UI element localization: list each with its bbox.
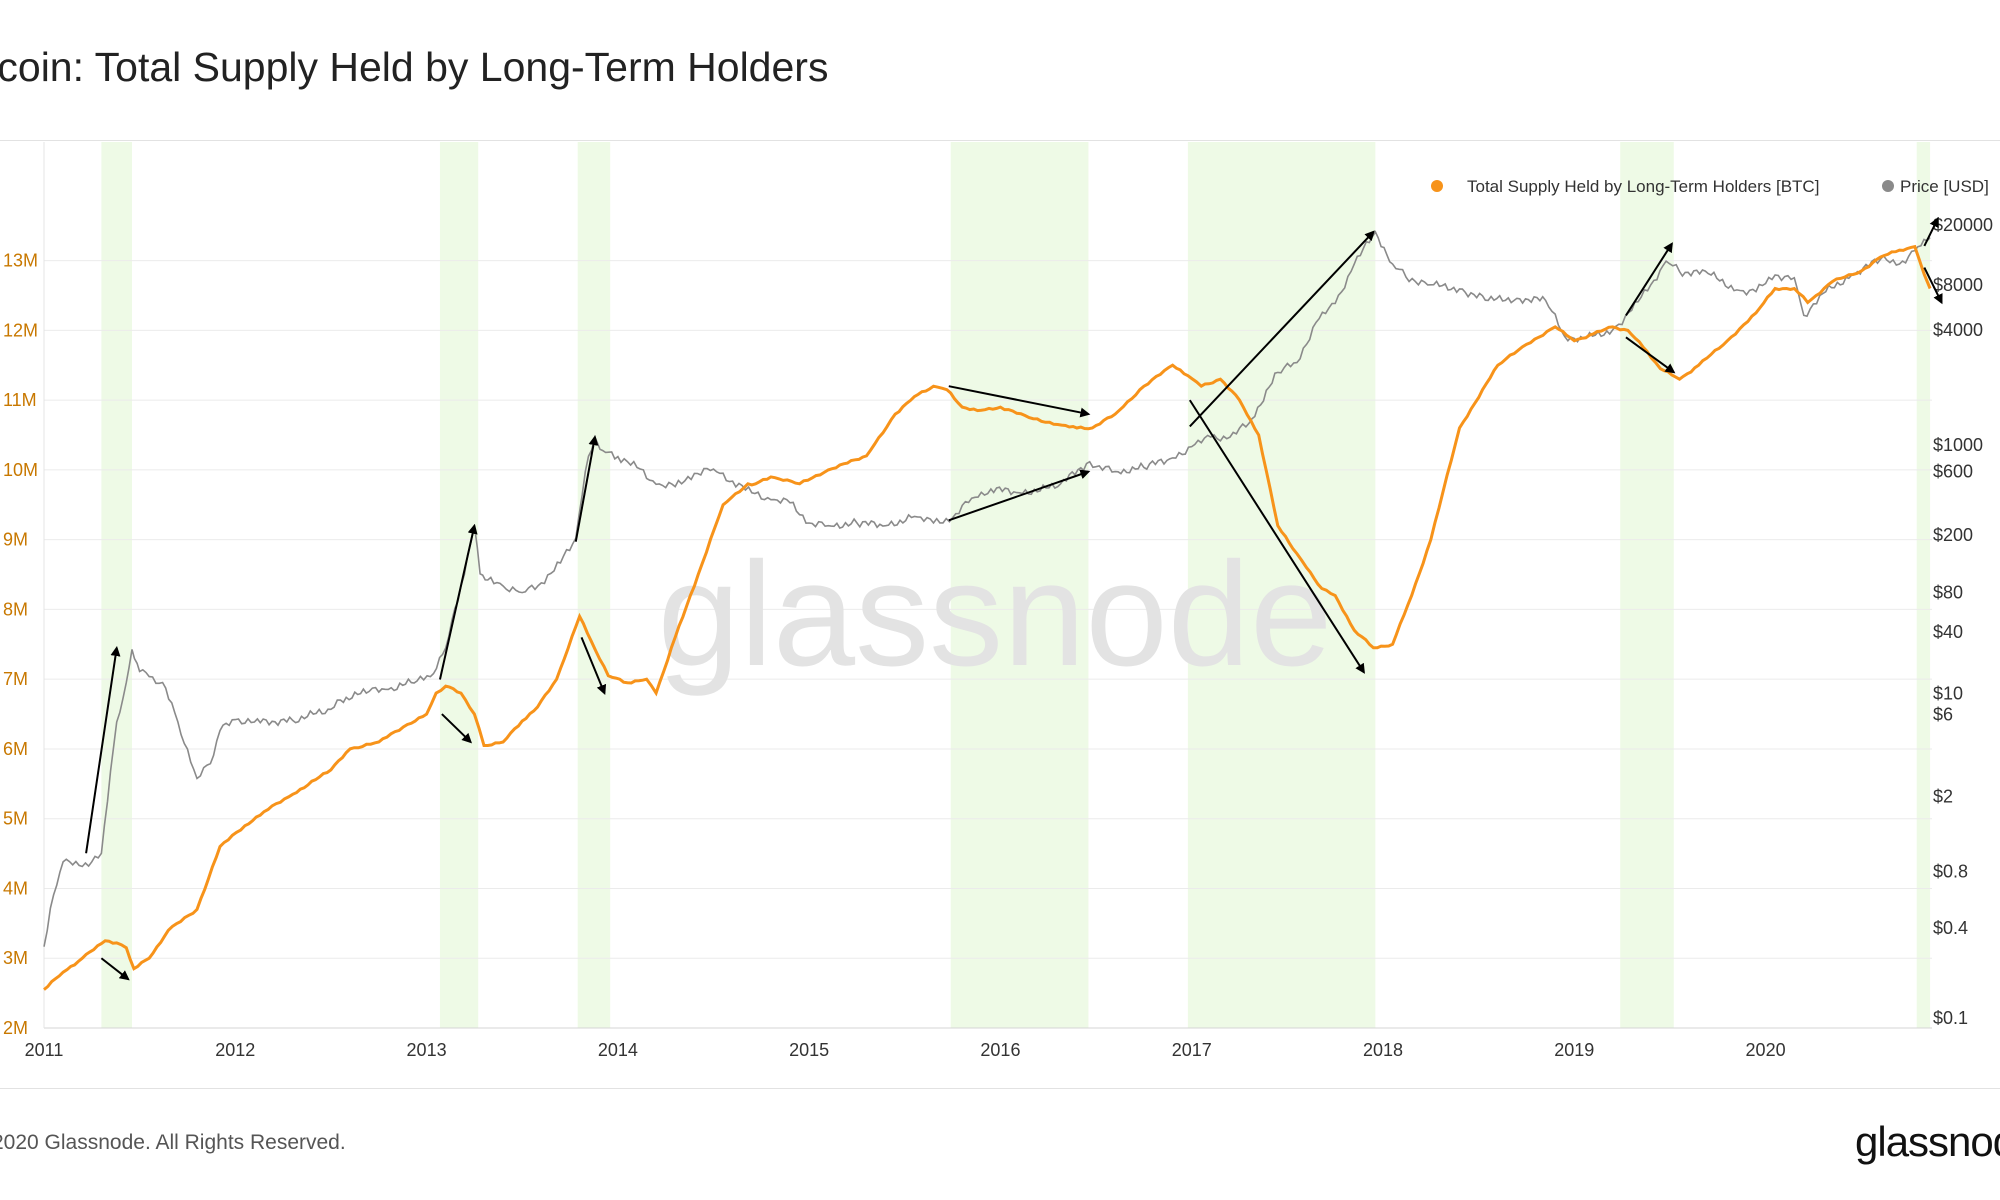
supply-down-arrow <box>1188 399 1365 674</box>
highlight-band <box>1620 142 1674 1028</box>
legend-label-price: Price [USD] <box>1900 177 1989 196</box>
left-tick-label: 3M <box>3 948 28 968</box>
right-tick-label: $8000 <box>1933 275 1983 295</box>
left-tick-label: 10M <box>3 460 38 480</box>
x-tick-label: 2020 <box>1746 1040 1786 1060</box>
right-tick-label: $1000 <box>1933 435 1983 455</box>
left-axis-ticks: 13M 12M 11M 10M 9M 8M 7M 6M 5M 4M 3M 2M <box>3 251 38 1038</box>
highlight-band <box>950 142 1089 1028</box>
watermark-text: glassnode <box>658 532 1333 697</box>
price-up-arrow <box>85 646 121 854</box>
footer-logo: glassnod <box>1855 1118 2000 1165</box>
right-tick-label: $0.4 <box>1933 918 1968 938</box>
header-divider <box>0 140 2000 141</box>
right-tick-label: $80 <box>1933 583 1963 603</box>
x-tick-label: 2015 <box>789 1040 829 1060</box>
x-axis-ticks: 2011 2012 2013 2014 2015 2016 2017 2018 2019 2020 <box>25 1040 1786 1060</box>
price-up-arrow <box>1923 216 1939 247</box>
x-tick-label: 2011 <box>25 1040 64 1060</box>
highlight-band <box>101 142 132 1028</box>
page-title: tcoin: Total Supply Held by Long-Term Ho… <box>0 44 829 90</box>
highlight-band <box>577 142 611 1028</box>
left-tick-label: 5M <box>3 809 28 829</box>
right-tick-label: $40 <box>1933 622 1963 642</box>
left-tick-label: 12M <box>3 320 38 340</box>
left-tick-label: 6M <box>3 739 28 759</box>
price-up-arrow <box>574 435 599 542</box>
highlight-band <box>439 142 479 1028</box>
x-tick-label: 2014 <box>598 1040 638 1060</box>
right-tick-label: $0.8 <box>1933 861 1968 881</box>
left-tick-label: 11M <box>3 390 37 410</box>
left-tick-label: 9M <box>3 530 28 550</box>
x-tick-label: 2016 <box>980 1040 1020 1060</box>
price-up-arrow <box>1625 242 1673 316</box>
supply-down-arrow <box>1923 267 1943 305</box>
annotation-arrows <box>85 216 1943 981</box>
footer-divider <box>0 1088 2000 1089</box>
right-tick-label: $600 <box>1933 462 1973 482</box>
supply-down-arrow <box>100 957 130 981</box>
left-tick-label: 2M <box>3 1018 28 1038</box>
supply-down-arrow <box>441 713 473 744</box>
right-tick-label: $200 <box>1933 525 1973 545</box>
x-tick-label: 2017 <box>1172 1040 1212 1060</box>
right-axis-ticks: $20000 $8000 $4000 $1000 $600 $200 $80 $40 $10$6… <box>1933 215 1993 1028</box>
highlight-band <box>1916 142 1931 1028</box>
legend-swatch-supply <box>1431 180 1443 192</box>
supply-line <box>43 244 1932 991</box>
x-tick-label: 2012 <box>215 1040 255 1060</box>
chart: glassnode 13M 12M 11M 10M 9M 8M 7M 6M 5M 4M 3M 2M $… <box>3 142 1993 1060</box>
right-tick-label: $2 <box>1933 787 1953 807</box>
supply-down-arrow <box>1625 336 1676 374</box>
x-tick-label: 2018 <box>1363 1040 1403 1060</box>
left-tick-label: 13M <box>3 251 38 271</box>
left-tick-label: 7M <box>3 669 28 689</box>
right-tick-label: $20000 <box>1933 215 1993 235</box>
price-up-arrow <box>1189 230 1375 428</box>
price-up-arrow <box>948 469 1091 522</box>
right-tick-label: $4000 <box>1933 320 1983 340</box>
legend: Total Supply Held by Long-Term Holders [… <box>1431 177 1989 196</box>
legend-swatch-price <box>1882 180 1894 192</box>
left-tick-label: 4M <box>3 878 28 898</box>
x-tick-label: 2019 <box>1554 1040 1594 1060</box>
right-tick-label: $10 <box>1933 683 1963 703</box>
footer-copyright: 2020 Glassnode. All Rights Reserved. <box>0 1131 346 1154</box>
right-tick-label: $6 <box>1933 704 1953 724</box>
right-tick-label: $0.1 <box>1933 1008 1968 1028</box>
supply-down-arrow <box>948 385 1091 418</box>
price-up-arrow <box>438 523 478 680</box>
left-tick-label: 8M <box>3 599 28 619</box>
supply-down-arrow <box>580 636 607 695</box>
legend-label-supply: Total Supply Held by Long-Term Holders [… <box>1467 177 1819 196</box>
x-tick-label: 2013 <box>407 1040 447 1060</box>
